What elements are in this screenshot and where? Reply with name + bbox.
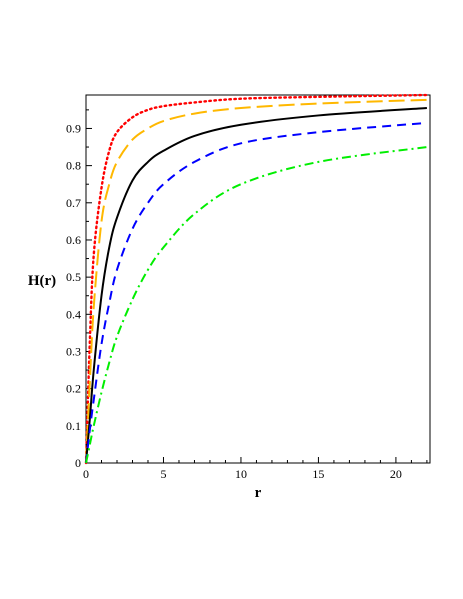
x-tick-label: 0	[83, 467, 89, 481]
series-line-2	[85, 98, 427, 464]
y-axis-title: H(r)	[28, 273, 56, 289]
plot-frame	[85, 94, 431, 464]
series-line-3	[85, 107, 427, 464]
series-line-1	[84, 93, 429, 465]
y-tick-label: 0.9	[66, 121, 81, 135]
series-line-4	[85, 121, 427, 464]
x-tick-label: 15	[312, 467, 324, 481]
y-tick-label: 0.3	[66, 344, 81, 358]
x-tick-label: 20	[390, 467, 402, 481]
x-axis-title: r	[255, 485, 262, 501]
y-tick-label: 0.4	[66, 307, 81, 321]
y-tick-label: 0.2	[66, 382, 81, 396]
y-tick-label: 0.1	[66, 419, 81, 433]
series-line-5	[85, 146, 428, 464]
series-layer	[84, 93, 429, 465]
y-tick-label: 0	[75, 456, 81, 470]
y-tick-label: 0.6	[66, 233, 81, 247]
ticks: 0 5 10 15 20 0 0.1 0.2 0.3 0.4 0.5 0.6 0.7 0.8 0.9	[66, 109, 428, 481]
x-tick-label: 10	[235, 467, 247, 481]
y-tick-label: 0.7	[66, 196, 81, 210]
x-tick-label: 5	[160, 467, 166, 481]
y-tick-label: 0.5	[66, 270, 81, 284]
y-tick-label: 0.8	[66, 159, 81, 173]
